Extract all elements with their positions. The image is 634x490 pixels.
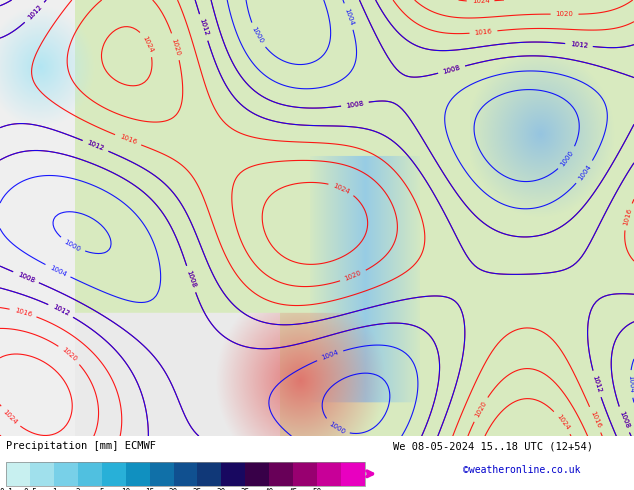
Text: 1020: 1020 [555, 11, 574, 17]
Text: 1012: 1012 [570, 41, 588, 49]
Text: 1012: 1012 [592, 374, 602, 393]
Text: 1008: 1008 [185, 270, 197, 289]
Text: 1000: 1000 [250, 26, 264, 45]
Text: 1012: 1012 [27, 4, 43, 21]
Bar [102, 462, 126, 486]
Text: 1020: 1020 [171, 37, 181, 56]
Text: 50: 50 [312, 488, 321, 490]
Text: 1012: 1012 [51, 304, 70, 318]
Text: 1008: 1008 [16, 271, 36, 284]
Text: 1000: 1000 [328, 420, 346, 435]
Text: 1: 1 [52, 488, 56, 490]
Bar [340, 462, 365, 486]
Text: 1004: 1004 [627, 375, 634, 393]
Bar [317, 462, 340, 486]
Text: 1024: 1024 [141, 35, 154, 53]
Text: 35: 35 [240, 488, 250, 490]
Bar [30, 462, 54, 486]
Text: 1004: 1004 [321, 349, 339, 361]
Bar [150, 462, 174, 486]
Bar [126, 462, 150, 486]
Text: 2: 2 [75, 488, 81, 490]
Bar [6, 462, 365, 486]
Text: 1024: 1024 [2, 409, 18, 425]
Bar [245, 462, 269, 486]
Text: 15: 15 [145, 488, 154, 490]
Text: 1008: 1008 [16, 271, 36, 284]
Text: 1012: 1012 [198, 18, 209, 37]
Text: 1008: 1008 [346, 100, 365, 108]
Text: 1004: 1004 [343, 7, 354, 26]
Text: 1000: 1000 [560, 149, 575, 167]
Text: 1012: 1012 [51, 304, 70, 318]
Text: 1012: 1012 [592, 374, 602, 393]
Text: 1008: 1008 [618, 410, 630, 429]
Bar [293, 462, 317, 486]
Text: 1020: 1020 [61, 346, 78, 363]
Text: 1000: 1000 [63, 238, 82, 252]
Text: Precipitation [mm] ECMWF: Precipitation [mm] ECMWF [6, 441, 157, 451]
Text: 40: 40 [264, 488, 274, 490]
Text: 1016: 1016 [623, 207, 633, 226]
Text: 1024: 1024 [472, 0, 489, 4]
Text: 1020: 1020 [344, 270, 363, 282]
Text: 5: 5 [100, 488, 104, 490]
Text: 1016: 1016 [119, 134, 138, 146]
Bar [54, 462, 78, 486]
Text: 1008: 1008 [346, 100, 365, 108]
Text: 0.1: 0.1 [0, 488, 13, 490]
Text: ©weatheronline.co.uk: ©weatheronline.co.uk [463, 465, 580, 474]
Text: 1012: 1012 [570, 41, 588, 49]
Text: 1008: 1008 [618, 410, 630, 429]
Text: 10: 10 [121, 488, 131, 490]
Bar [269, 462, 293, 486]
Bar [174, 462, 197, 486]
Text: 1024: 1024 [555, 414, 570, 431]
Text: 1004: 1004 [49, 264, 67, 277]
Text: 1020: 1020 [474, 400, 488, 418]
Text: 1012: 1012 [86, 140, 105, 152]
Text: 1012: 1012 [86, 140, 105, 152]
Text: 1016: 1016 [474, 28, 493, 36]
Text: We 08-05-2024 15..18 UTC (12+54): We 08-05-2024 15..18 UTC (12+54) [393, 441, 593, 451]
Text: 1012: 1012 [27, 4, 43, 21]
Text: 20: 20 [169, 488, 178, 490]
Text: 1016: 1016 [14, 307, 32, 318]
Text: 1008: 1008 [442, 64, 461, 75]
Text: 1004: 1004 [577, 163, 592, 181]
Text: 25: 25 [193, 488, 202, 490]
Text: 1008: 1008 [185, 270, 197, 289]
Text: 1008: 1008 [442, 64, 461, 75]
Text: 30: 30 [217, 488, 226, 490]
Text: 45: 45 [288, 488, 297, 490]
Text: 1024: 1024 [332, 182, 351, 195]
Text: 1012: 1012 [198, 18, 209, 37]
Bar [6, 462, 30, 486]
Bar [221, 462, 245, 486]
Bar [197, 462, 221, 486]
Bar [78, 462, 102, 486]
Text: 0.5: 0.5 [23, 488, 37, 490]
Text: 1016: 1016 [589, 410, 602, 429]
